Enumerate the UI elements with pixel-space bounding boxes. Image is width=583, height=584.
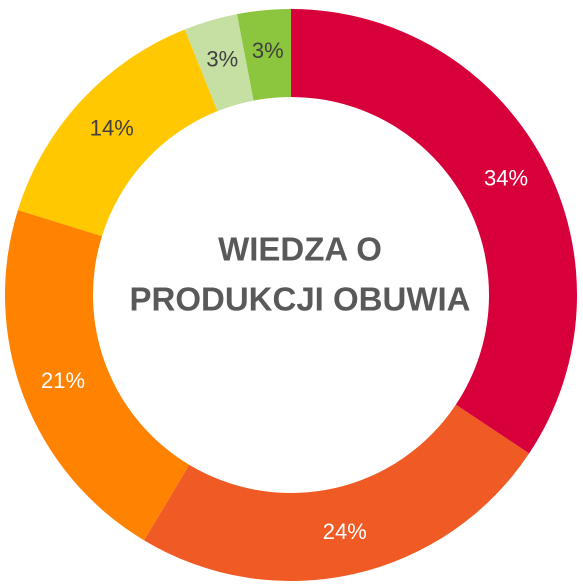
donut-segment <box>291 9 577 454</box>
donut-segment <box>4 210 190 541</box>
value-label: 21% <box>41 368 85 393</box>
value-label: 24% <box>323 519 367 544</box>
value-label: 34% <box>484 166 528 191</box>
value-label: 14% <box>90 115 134 140</box>
donut-segment <box>144 404 530 581</box>
donut-segment <box>17 29 218 237</box>
value-label: 3% <box>252 38 284 63</box>
donut-segment <box>184 14 254 112</box>
value-label: 3% <box>206 47 238 72</box>
chart-title: PRODUKCJI OBUWIA <box>129 281 470 318</box>
chart-title: WIEDZA O <box>218 231 382 268</box>
donut-segment <box>236 9 291 101</box>
